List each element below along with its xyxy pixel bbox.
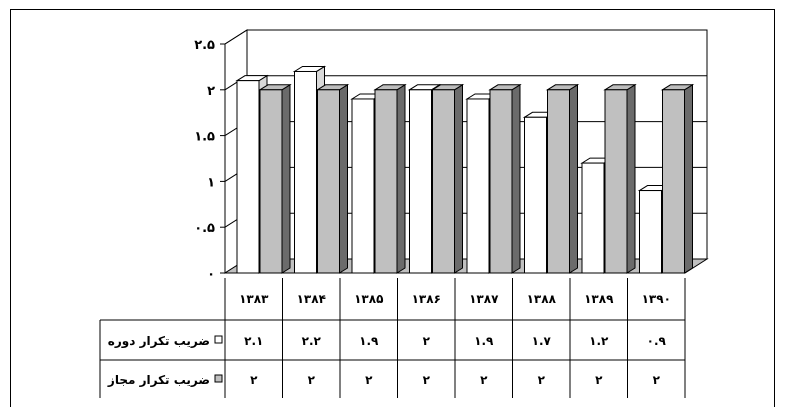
bar-series-2-side bbox=[339, 83, 348, 274]
data-table-value: ۲ bbox=[538, 373, 546, 387]
y-tick-label: ۲.۵ bbox=[194, 38, 215, 53]
bar-series-1 bbox=[524, 116, 547, 274]
bar-series-2 bbox=[489, 89, 513, 274]
bar-series-2-side bbox=[569, 83, 578, 274]
legend-swatch bbox=[214, 374, 223, 383]
bar-series-2 bbox=[259, 89, 283, 274]
bar-series-2-side bbox=[684, 83, 693, 274]
data-table-value: ۱.۲ bbox=[589, 334, 609, 348]
bar-series-1 bbox=[236, 80, 260, 274]
bar-series-1 bbox=[581, 162, 605, 274]
bar-series-2-side bbox=[626, 83, 636, 274]
legend-swatch bbox=[214, 335, 223, 344]
legend-label: ضریب تکرار دوره bbox=[108, 334, 210, 349]
bar-chart: ۰ ۰.۵ ۱ ۱.۵ ۲ ۲.۵ ۱۳۸۳ ۱۳۸۴ ۱۳۸۵ ۱۳۸۶ ۱۳۸۷ ۱۳۸۸ ۱۳۸۹… bbox=[99, 29, 709, 398]
bar-series-2 bbox=[604, 89, 628, 274]
x-category-label: ۱۳۸۷ bbox=[469, 292, 499, 306]
bar-series-2 bbox=[547, 89, 570, 274]
y-tick-label: ۱ bbox=[207, 175, 215, 190]
bar-series-2 bbox=[432, 89, 455, 274]
bar-series-1 bbox=[409, 89, 432, 274]
x-category-label: ۱۳۸۳ bbox=[239, 292, 269, 306]
data-table-value: ۲ bbox=[250, 373, 258, 387]
y-gridline bbox=[224, 29, 707, 45]
data-table-value: ۱.۹ bbox=[474, 334, 494, 348]
bar-series-1 bbox=[294, 70, 317, 274]
x-category-label: ۱۳۹۰ bbox=[642, 292, 671, 306]
y-tick-label: ۲ bbox=[207, 84, 215, 99]
data-table-value: ۲ bbox=[365, 373, 373, 387]
data-table-value: ۲.۲ bbox=[302, 334, 322, 348]
bar-series-2 bbox=[317, 89, 340, 274]
x-category-label: ۱۳۸۶ bbox=[412, 292, 441, 306]
y-tick-label: ۰ bbox=[207, 267, 215, 282]
data-table-value: ۲ bbox=[308, 373, 316, 387]
bar-series-2-side bbox=[396, 83, 406, 274]
y-tick-label: ۱.۵ bbox=[194, 130, 215, 145]
data-table-value: ۲ bbox=[480, 373, 488, 387]
data-table-value: ۱.۷ bbox=[532, 334, 552, 348]
bar-series-2 bbox=[662, 89, 685, 274]
data-table-value: ۰.۹ bbox=[647, 334, 667, 348]
bar-series-2-side bbox=[511, 83, 521, 274]
legend-label: ضریب تکرار مجاز bbox=[107, 373, 210, 387]
bar-series-2-side bbox=[281, 83, 291, 274]
data-table-value: ۲ bbox=[423, 334, 431, 348]
bar-series-1 bbox=[351, 98, 375, 274]
data-table-value: ۲.۱ bbox=[244, 334, 263, 348]
bar-series-1 bbox=[466, 98, 490, 274]
data-table-value: ۲ bbox=[653, 373, 661, 387]
x-category-label: ۱۳۸۴ bbox=[297, 292, 326, 306]
chart-frame bbox=[10, 9, 775, 407]
y-tick-label: ۰.۵ bbox=[194, 221, 215, 236]
data-table-value: ۲ bbox=[595, 373, 603, 387]
data-table-value: ۲ bbox=[423, 373, 431, 387]
bar-series-1 bbox=[639, 190, 662, 274]
x-category-label: ۱۳۸۹ bbox=[584, 292, 614, 306]
bar-series-2 bbox=[374, 89, 398, 274]
x-category-label: ۱۳۸۸ bbox=[527, 292, 557, 306]
data-table-value: ۱.۹ bbox=[359, 334, 379, 348]
bar-series-2-side bbox=[454, 83, 463, 274]
x-category-label: ۱۳۸۵ bbox=[354, 292, 383, 306]
